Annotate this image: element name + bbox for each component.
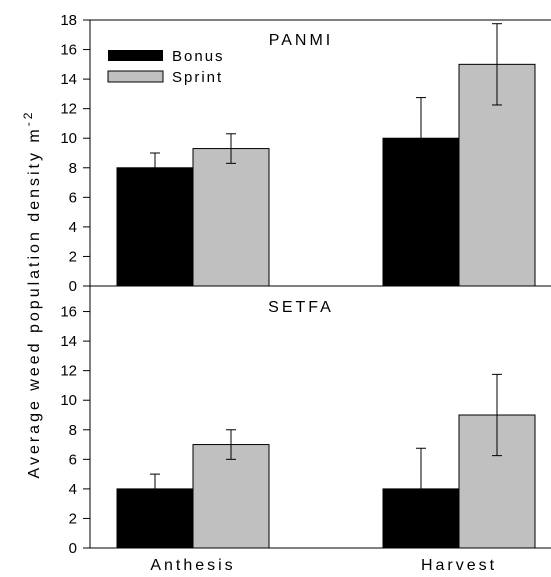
- legend-swatch-bonus: [108, 50, 163, 61]
- y-tick-label-panmi-6: 6: [69, 189, 77, 206]
- y-axis-label: Average weed population density m-2: [21, 110, 43, 479]
- panel-setfa: SETFA: [268, 299, 334, 316]
- bar-sprint-anthesis-setfa: [192, 444, 270, 549]
- y-tick-label-panmi-2: 2: [69, 248, 77, 265]
- y-tick-label-panmi-14: 14: [60, 71, 77, 88]
- legend-label-sprint: Sprint: [172, 69, 223, 86]
- legend-label-bonus: Bonus: [172, 48, 225, 65]
- y-tick-label-panmi-4: 4: [69, 219, 77, 236]
- y-tick-label-panmi-0: 0: [69, 278, 77, 295]
- y-axis-label-main: Average weed population density m: [26, 126, 43, 478]
- y-tick-label-setfa-16: 16: [60, 304, 77, 321]
- bar-bonus-anthesis-panmi: [116, 167, 194, 287]
- panel-title-panmi: PANMI: [269, 32, 333, 49]
- y-tick-label-setfa-10: 10: [60, 392, 77, 409]
- bars-layer: [116, 23, 536, 549]
- y-tick-label-panmi-16: 16: [60, 42, 77, 59]
- y-tick-label-setfa-12: 12: [60, 363, 77, 380]
- y-tick-label-panmi-10: 10: [60, 130, 77, 147]
- y-tick-label-setfa-0: 0: [69, 540, 77, 557]
- legend: Bonus Sprint: [107, 48, 225, 86]
- category-labels: Anthesis Harvest: [150, 557, 497, 574]
- y-tick-label-setfa-6: 6: [69, 451, 77, 468]
- panel-title-setfa: SETFA: [268, 299, 334, 316]
- x-category-label-harvest: Harvest: [421, 557, 497, 574]
- y-tick-label-panmi-12: 12: [60, 101, 77, 118]
- y-tick-label-setfa-14: 14: [60, 333, 77, 350]
- y-tick-label-setfa-4: 4: [69, 481, 77, 498]
- y-tick-label-setfa-8: 8: [69, 422, 77, 439]
- x-category-label-anthesis: Anthesis: [150, 557, 235, 574]
- panel-panmi: PANMI Bonus Sprint: [107, 32, 333, 86]
- y-tick-label-panmi-8: 8: [69, 160, 77, 177]
- y-axis-label-superscript: -2: [21, 110, 35, 127]
- y-tick-label-setfa-2: 2: [69, 510, 77, 527]
- bar-sprint-anthesis-panmi: [192, 148, 270, 287]
- legend-swatch-sprint: [107, 70, 164, 83]
- y-tick-label-panmi-18: 18: [60, 12, 77, 29]
